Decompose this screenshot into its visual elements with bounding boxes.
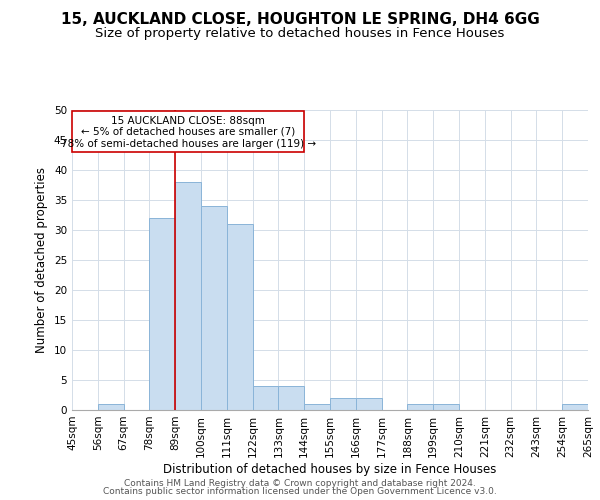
Bar	[356, 398, 382, 410]
X-axis label: Distribution of detached houses by size in Fence Houses: Distribution of detached houses by size …	[163, 462, 497, 475]
Bar	[278, 386, 304, 410]
FancyBboxPatch shape	[72, 111, 304, 152]
Text: 78% of semi-detached houses are larger (119) →: 78% of semi-detached houses are larger (…	[61, 139, 316, 149]
Text: ← 5% of detached houses are smaller (7): ← 5% of detached houses are smaller (7)	[81, 126, 295, 136]
Bar	[98, 404, 124, 410]
Text: 15, AUCKLAND CLOSE, HOUGHTON LE SPRING, DH4 6GG: 15, AUCKLAND CLOSE, HOUGHTON LE SPRING, …	[61, 12, 539, 28]
Bar	[201, 206, 227, 410]
Bar	[330, 398, 356, 410]
Bar	[175, 182, 201, 410]
Bar	[304, 404, 330, 410]
Bar	[407, 404, 433, 410]
Text: Contains public sector information licensed under the Open Government Licence v3: Contains public sector information licen…	[103, 487, 497, 496]
Bar	[562, 404, 588, 410]
Bar	[433, 404, 459, 410]
Y-axis label: Number of detached properties: Number of detached properties	[35, 167, 49, 353]
Bar	[253, 386, 278, 410]
Bar	[149, 218, 175, 410]
Text: Size of property relative to detached houses in Fence Houses: Size of property relative to detached ho…	[95, 28, 505, 40]
Bar	[227, 224, 253, 410]
Text: Contains HM Land Registry data © Crown copyright and database right 2024.: Contains HM Land Registry data © Crown c…	[124, 478, 476, 488]
Text: 15 AUCKLAND CLOSE: 88sqm: 15 AUCKLAND CLOSE: 88sqm	[111, 116, 265, 126]
